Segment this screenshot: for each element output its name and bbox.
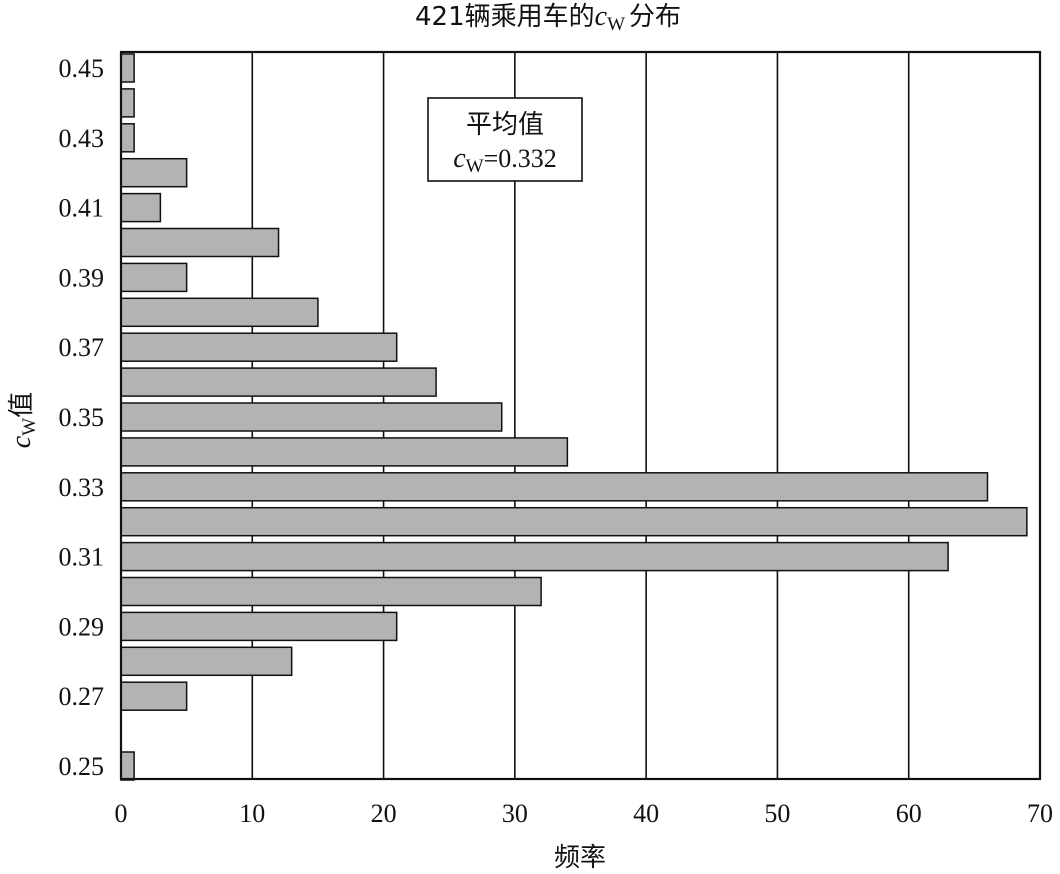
bar [120, 297, 319, 328]
y-tick-label: 0.41 [59, 194, 105, 223]
bar [120, 472, 989, 502]
bar [120, 506, 1028, 537]
mean-annotation: 平均值 cW=0.332 [427, 97, 583, 182]
x-tick-label: 70 [1027, 799, 1053, 828]
x-tick-label: 60 [896, 799, 922, 828]
y-tick-label: 0.43 [59, 124, 105, 153]
bar [120, 192, 162, 223]
y-tick-label: 0.33 [59, 473, 105, 502]
y-tick-label: 0.37 [59, 333, 105, 362]
bar [120, 681, 188, 711]
bar [120, 53, 135, 83]
chart-title-symbol: c [595, 1, 608, 32]
y-tick-label: 0.27 [59, 682, 105, 711]
bar [120, 123, 135, 153]
y-axis-label-suffix: 值 [7, 392, 37, 418]
chart-title-subscript: W [607, 14, 625, 35]
bar [120, 367, 437, 397]
bar [120, 576, 542, 607]
x-tick-label: 20 [371, 799, 397, 828]
y-tick-label: 0.31 [59, 543, 105, 572]
y-tick-label: 0.39 [59, 263, 105, 292]
mean-annotation-value: cW=0.332 [453, 143, 557, 177]
y-axis-label-subscript: W [19, 418, 40, 436]
mean-annotation-symbol: c [453, 143, 466, 174]
mean-annotation-title: 平均值 [466, 110, 544, 140]
bar [120, 402, 503, 432]
bar [120, 88, 135, 118]
y-tick-labels: 0.45 0.43 0.41 0.39 0.37 0.35 0.33 0.31 0.29 0.27… [59, 54, 105, 781]
x-axis-label: 频率 [554, 843, 606, 873]
y-axis-label: cW值 [6, 392, 40, 448]
bar [120, 227, 280, 258]
y-tick-label: 0.35 [59, 403, 105, 432]
y-tick-label: 0.25 [59, 752, 105, 781]
mean-annotation-subscript: W [466, 156, 484, 177]
x-tick-label: 40 [633, 799, 659, 828]
bar [120, 262, 188, 293]
x-tick-labels: 0 10 20 30 40 50 60 70 [115, 799, 1054, 828]
bar [120, 332, 398, 362]
bar [120, 541, 949, 572]
chart-title-prefix: 421辆乘用车的 [415, 2, 595, 32]
bar [120, 437, 569, 467]
bar [120, 751, 135, 781]
x-tick-label: 0 [115, 799, 128, 828]
bar [120, 157, 188, 188]
chart-title-suffix: 分布 [629, 2, 681, 32]
chart-title: 421辆乘用车的cW 分布 [415, 1, 681, 35]
x-tick-label: 30 [502, 799, 528, 828]
x-tick-label: 50 [764, 799, 790, 828]
bar [120, 611, 398, 642]
mean-annotation-box [427, 97, 583, 182]
y-tick-label: 0.29 [59, 612, 105, 641]
plot-frame [119, 50, 1042, 781]
x-tick-label: 10 [239, 799, 265, 828]
y-tick-label: 0.45 [59, 54, 105, 83]
mean-annotation-number: =0.332 [484, 144, 557, 173]
y-axis-label-symbol: c [6, 435, 37, 448]
bar [120, 646, 293, 677]
